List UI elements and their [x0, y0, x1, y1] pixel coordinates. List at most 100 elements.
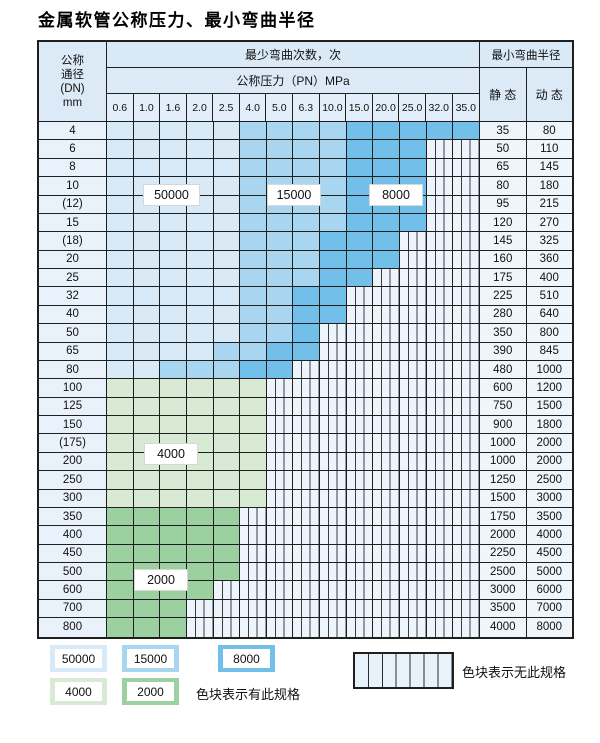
no-spec-cell — [453, 305, 480, 324]
spec-cell — [240, 250, 267, 268]
no-spec-cell — [320, 471, 347, 489]
pressure-column-label: 2.5 — [213, 94, 240, 121]
spec-cell — [240, 269, 267, 287]
spec-cell — [186, 544, 214, 562]
no-spec-cell — [453, 599, 480, 618]
dn-cell: 25 — [39, 269, 107, 287]
spec-cell — [160, 324, 187, 342]
no-spec-cell — [399, 471, 427, 489]
dynamic-radius-value: 145 — [526, 158, 572, 177]
spec-cell — [107, 544, 134, 562]
spec-cell — [213, 177, 241, 195]
spec-cell — [346, 232, 374, 250]
static-column-header: 静 态 — [480, 68, 527, 121]
spec-cell — [213, 269, 241, 287]
pressure-column-label: 32.0 — [426, 94, 453, 121]
spec-cell — [133, 379, 161, 397]
spec-cell — [107, 195, 134, 213]
spec-cell — [107, 507, 134, 526]
dn-cell: 500 — [39, 563, 107, 581]
spec-cell — [107, 122, 134, 140]
no-spec-cell — [320, 360, 347, 379]
no-spec-cell — [346, 489, 374, 507]
spec-cell — [213, 140, 241, 158]
table-row: 6 50 110 — [39, 140, 572, 159]
spec-cell — [186, 122, 214, 140]
spec-cell — [266, 140, 294, 158]
no-spec-cell — [453, 177, 480, 195]
static-radius-value: 750 — [479, 397, 527, 415]
spec-cell — [160, 232, 187, 250]
no-spec-cell — [373, 489, 400, 507]
no-spec-cell — [320, 526, 347, 544]
spec-cell — [160, 471, 187, 489]
dn-cell: (18) — [39, 232, 107, 250]
no-spec-cell — [399, 581, 427, 599]
dn-cell: (12) — [39, 195, 107, 213]
spec-cell — [320, 305, 347, 324]
no-spec-cell — [399, 599, 427, 618]
spec-cell — [107, 360, 134, 379]
pressure-column-label: 0.6 — [107, 94, 134, 121]
no-spec-cell — [426, 434, 454, 452]
no-spec-cell — [453, 397, 480, 415]
spec-cell — [293, 287, 320, 305]
no-spec-cell — [266, 544, 294, 562]
spec-cell — [320, 195, 347, 213]
pressure-column-label: 1.0 — [134, 94, 161, 121]
dn-cell: 400 — [39, 526, 107, 544]
spec-cell — [160, 397, 187, 415]
static-radius-value: 4000 — [479, 618, 527, 637]
spec-cell — [160, 122, 187, 140]
legend-no-spec-swatch — [353, 652, 454, 689]
no-spec-cell — [453, 434, 480, 452]
table-row: 20 160 360 — [39, 250, 572, 269]
no-spec-cell — [426, 507, 454, 526]
no-spec-cell — [346, 416, 374, 434]
dynamic-radius-value: 180 — [526, 177, 572, 195]
spec-cell — [107, 305, 134, 324]
cycles-header: 最少弯曲次数，次 — [107, 42, 479, 68]
dn-cell: 8 — [39, 158, 107, 177]
spec-cell — [240, 213, 267, 232]
dn-header-line: (DN) — [60, 82, 85, 95]
spec-cell — [293, 232, 320, 250]
no-spec-cell — [426, 342, 454, 360]
spec-cell — [160, 342, 187, 360]
no-spec-cell — [426, 397, 454, 415]
no-spec-cell — [426, 213, 454, 232]
spec-cell — [213, 434, 241, 452]
spec-cell — [186, 507, 214, 526]
no-spec-cell — [373, 342, 400, 360]
spec-cell — [213, 158, 241, 177]
dynamic-radius-value: 510 — [526, 287, 572, 305]
no-spec-cell — [266, 507, 294, 526]
spec-cell — [213, 232, 241, 250]
dynamic-radius-value: 3000 — [526, 489, 572, 507]
no-spec-cell — [426, 599, 454, 618]
no-spec-cell — [346, 342, 374, 360]
cycles-label-8000: 8000 — [369, 184, 423, 206]
pressure-column-label: 2.0 — [187, 94, 214, 121]
spec-cell — [240, 342, 267, 360]
no-spec-cell — [453, 342, 480, 360]
no-spec-cell — [453, 360, 480, 379]
dn-cell: 80 — [39, 360, 107, 379]
static-radius-value: 1750 — [479, 507, 527, 526]
spec-cell — [133, 526, 161, 544]
cycles-label-2000: 2000 — [134, 569, 188, 591]
radius-header: 最小弯曲半径 — [480, 42, 572, 68]
no-spec-cell — [373, 563, 400, 581]
static-radius-value: 95 — [479, 195, 527, 213]
static-radius-value: 600 — [479, 379, 527, 397]
spec-cell — [320, 177, 347, 195]
no-spec-cell — [399, 269, 427, 287]
no-spec-cell — [266, 618, 294, 637]
legend-no-spec-text: 色块表示无此规格 — [462, 665, 567, 680]
legend-swatch-2000: 2000 — [122, 678, 179, 705]
no-spec-cell — [453, 618, 480, 637]
static-radius-value: 225 — [479, 287, 527, 305]
no-spec-cell — [373, 507, 400, 526]
spec-cell — [373, 213, 400, 232]
legend-swatch-15000: 15000 — [122, 645, 179, 672]
